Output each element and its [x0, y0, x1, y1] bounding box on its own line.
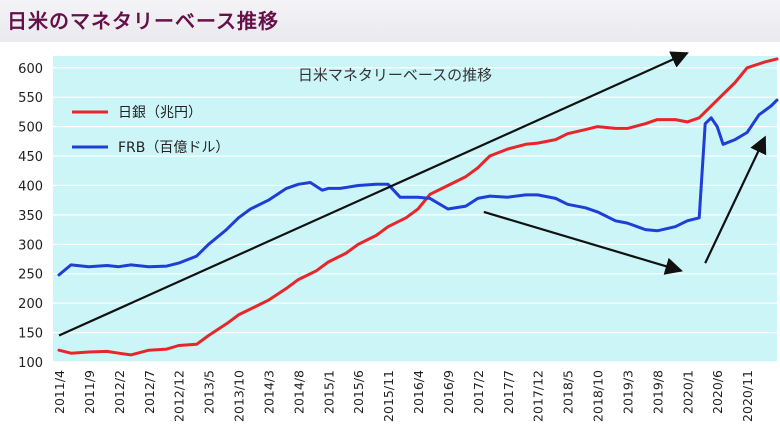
x-tick-label: 2019/8: [650, 370, 665, 414]
x-tick-label: 2017/7: [501, 370, 516, 414]
legend-label-boj: 日銀（兆円）: [118, 105, 202, 121]
legend-label-frb: FRB（百億ドル）: [118, 140, 229, 156]
x-tick-label: 2018/10: [591, 370, 606, 422]
y-tick-label: 600: [18, 62, 43, 77]
y-tick-label: 200: [18, 297, 43, 312]
y-tick-label: 500: [18, 121, 43, 136]
y-tick-label: 400: [18, 179, 43, 194]
x-tick-label: 2011/4: [52, 370, 67, 414]
x-tick-label: 2012/7: [142, 370, 157, 414]
x-tick-label: 2012/2: [112, 370, 127, 414]
x-tick-label: 2015/1: [321, 370, 336, 414]
x-axis-ticks: 2011/4 2011/9 2012/2 2012/7 2012/12 2013/5 201…: [52, 370, 755, 422]
trend-arrows: [58, 51, 767, 337]
x-tick-label: 2016/4: [411, 370, 426, 414]
x-tick-label: 2014/8: [291, 370, 306, 414]
x-tick-label: 2011/9: [82, 370, 97, 414]
header-bar: 日米のマネタリーベース推移: [0, 0, 780, 43]
series-line-frb: [57, 98, 779, 277]
plot-area: [53, 56, 777, 362]
chart-title: 日米マネタリーベースの推移: [298, 66, 492, 84]
y-tick-label: 350: [18, 209, 43, 224]
series-line-boj: [57, 57, 779, 357]
x-tick-label: 2018/5: [561, 370, 576, 414]
series-lines: [57, 57, 779, 357]
monetary-base-chart: 100 150 200 250 300 350 400 450 500 550 600 2011/4…: [0, 42, 780, 447]
y-tick-label: 150: [18, 327, 43, 342]
x-tick-label: 2013/10: [232, 370, 247, 422]
y-tick-label: 250: [18, 268, 43, 283]
y-tick-label: 100: [18, 356, 43, 371]
x-tick-label: 2017/2: [471, 370, 486, 414]
trend-arrow-2: [483, 210, 683, 275]
y-tick-label: 300: [18, 238, 43, 253]
y-axis-ticks: 100 150 200 250 300 350 400 450 500 550 600: [18, 62, 43, 371]
x-tick-label: 2020/1: [680, 370, 695, 414]
x-tick-label: 2019/3: [620, 370, 635, 414]
x-tick-label: 2020/6: [710, 370, 725, 414]
x-tick-label: 2020/11: [740, 370, 755, 422]
x-tick-label: 2017/12: [531, 370, 546, 422]
y-tick-label: 450: [18, 150, 43, 165]
x-tick-label: 2016/9: [441, 370, 456, 414]
y-tick-label: 550: [18, 91, 43, 106]
x-tick-label: 2015/11: [381, 370, 396, 422]
page-title: 日米のマネタリーベース推移: [7, 9, 279, 33]
trend-arrow-1: [58, 51, 689, 337]
x-tick-label: 2012/12: [172, 370, 187, 422]
trend-arrow-3: [704, 135, 767, 264]
x-tick-label: 2013/5: [202, 370, 217, 414]
legend: 日銀（兆円） FRB（百億ドル）: [72, 105, 229, 156]
x-tick-label: 2015/6: [351, 370, 366, 414]
x-tick-label: 2014/3: [261, 370, 276, 414]
